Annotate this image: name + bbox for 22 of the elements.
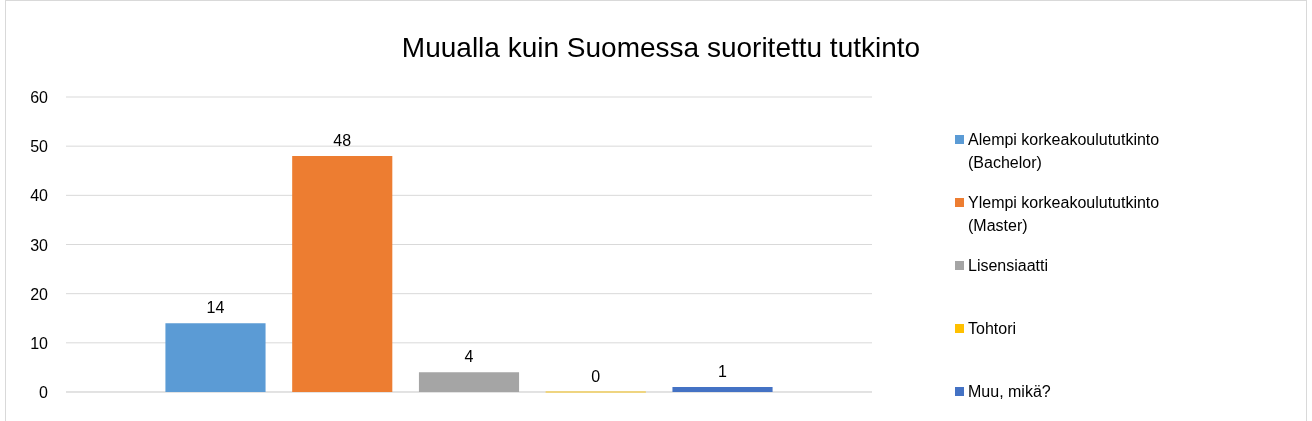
bar	[672, 387, 773, 392]
bar	[418, 372, 520, 392]
data-label: 4	[464, 348, 474, 366]
legend-label: Tohtori	[968, 320, 1017, 337]
legend-label: Muu, mikä?	[968, 383, 1051, 400]
y-tick-label: 20	[30, 285, 49, 303]
data-label: 14	[206, 299, 225, 317]
y-tick-label: 60	[30, 89, 49, 106]
legend-label: Lisensiaatti	[968, 257, 1049, 274]
chart-title: Muualla kuin Suomessa suoritettu tutkinto	[401, 32, 921, 63]
y-tick-label: 10	[30, 334, 49, 352]
y-tick-label: 40	[30, 187, 49, 205]
y-tick-label: 50	[30, 138, 49, 156]
bar	[165, 323, 266, 392]
bar	[292, 156, 393, 392]
data-label: 0	[591, 368, 601, 385]
legend-label: Alempi korkeakoulututkinto (Bachelor)	[968, 131, 1160, 171]
legend-label: Ylempi korkeakoulututkinto (Master)	[968, 194, 1160, 234]
data-label: 1	[718, 363, 728, 381]
y-tick-label: 0	[39, 384, 49, 401]
y-tick-label: 30	[30, 236, 49, 254]
data-label: 48	[333, 132, 352, 149]
